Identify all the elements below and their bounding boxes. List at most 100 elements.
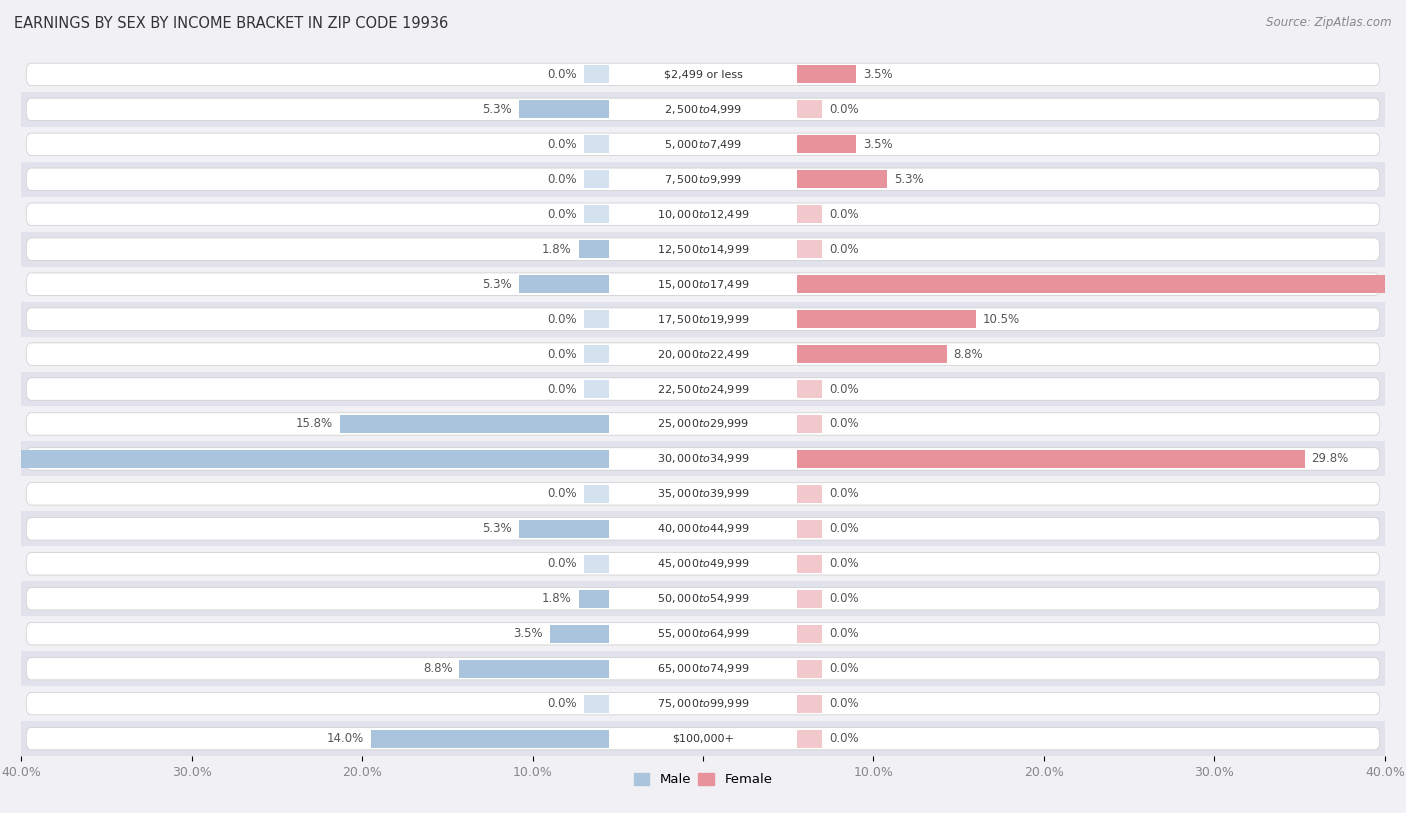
- Text: 0.0%: 0.0%: [547, 488, 576, 500]
- Text: $20,000 to $22,499: $20,000 to $22,499: [657, 348, 749, 360]
- Bar: [21, 511, 1385, 546]
- Text: 3.5%: 3.5%: [863, 68, 893, 80]
- Text: 0.0%: 0.0%: [830, 698, 859, 710]
- Text: 0.0%: 0.0%: [547, 383, 576, 395]
- Bar: [583, 65, 609, 84]
- Text: 0.0%: 0.0%: [547, 173, 576, 185]
- FancyBboxPatch shape: [27, 273, 1379, 295]
- Text: 0.0%: 0.0%: [830, 418, 859, 430]
- Bar: [21, 441, 1385, 476]
- Text: 0.0%: 0.0%: [547, 558, 576, 570]
- Bar: [583, 485, 609, 503]
- Bar: [21, 686, 1385, 721]
- Bar: [797, 240, 823, 259]
- Text: 0.0%: 0.0%: [547, 208, 576, 220]
- Bar: [797, 554, 823, 573]
- Text: $65,000 to $74,999: $65,000 to $74,999: [657, 663, 749, 675]
- FancyBboxPatch shape: [27, 203, 1379, 225]
- Text: EARNINGS BY SEX BY INCOME BRACKET IN ZIP CODE 19936: EARNINGS BY SEX BY INCOME BRACKET IN ZIP…: [14, 16, 449, 31]
- FancyBboxPatch shape: [27, 693, 1379, 715]
- Text: 3.5%: 3.5%: [513, 628, 543, 640]
- Bar: [21, 721, 1385, 756]
- Bar: [21, 127, 1385, 162]
- Text: $25,000 to $29,999: $25,000 to $29,999: [657, 418, 749, 430]
- Text: Source: ZipAtlas.com: Source: ZipAtlas.com: [1267, 16, 1392, 29]
- Bar: [797, 659, 823, 678]
- Text: $30,000 to $34,999: $30,000 to $34,999: [657, 453, 749, 465]
- Bar: [583, 170, 609, 189]
- Bar: [797, 450, 1305, 468]
- Text: 0.0%: 0.0%: [830, 383, 859, 395]
- Bar: [21, 372, 1385, 406]
- Bar: [0, 450, 609, 468]
- Text: 29.8%: 29.8%: [1312, 453, 1348, 465]
- Bar: [21, 546, 1385, 581]
- FancyBboxPatch shape: [27, 483, 1379, 505]
- Bar: [21, 406, 1385, 441]
- Bar: [583, 554, 609, 573]
- Bar: [583, 135, 609, 154]
- FancyBboxPatch shape: [27, 98, 1379, 120]
- Text: $2,500 to $4,999: $2,500 to $4,999: [664, 103, 742, 115]
- Text: 0.0%: 0.0%: [547, 138, 576, 150]
- Text: 10.5%: 10.5%: [983, 313, 1019, 325]
- Bar: [21, 162, 1385, 197]
- Text: $50,000 to $54,999: $50,000 to $54,999: [657, 593, 749, 605]
- Text: $7,500 to $9,999: $7,500 to $9,999: [664, 173, 742, 185]
- Bar: [519, 100, 609, 119]
- Text: $10,000 to $12,499: $10,000 to $12,499: [657, 208, 749, 220]
- Bar: [519, 275, 609, 293]
- Text: 0.0%: 0.0%: [830, 628, 859, 640]
- FancyBboxPatch shape: [27, 658, 1379, 680]
- Text: 5.3%: 5.3%: [482, 103, 512, 115]
- Text: 5.3%: 5.3%: [894, 173, 924, 185]
- Text: 1.8%: 1.8%: [541, 243, 572, 255]
- Bar: [583, 345, 609, 363]
- Bar: [583, 310, 609, 328]
- Bar: [797, 485, 823, 503]
- Bar: [578, 240, 609, 259]
- Bar: [21, 616, 1385, 651]
- Bar: [797, 729, 823, 748]
- Bar: [340, 415, 609, 433]
- FancyBboxPatch shape: [27, 518, 1379, 540]
- Bar: [797, 624, 823, 643]
- Bar: [797, 65, 856, 84]
- Text: $2,499 or less: $2,499 or less: [664, 69, 742, 80]
- FancyBboxPatch shape: [27, 168, 1379, 190]
- Legend: Male, Female: Male, Female: [628, 767, 778, 791]
- Bar: [21, 232, 1385, 267]
- Bar: [797, 380, 823, 398]
- Bar: [460, 659, 609, 678]
- Text: $15,000 to $17,499: $15,000 to $17,499: [657, 278, 749, 290]
- FancyBboxPatch shape: [27, 588, 1379, 610]
- Bar: [21, 337, 1385, 372]
- Bar: [583, 205, 609, 224]
- Text: $12,500 to $14,999: $12,500 to $14,999: [657, 243, 749, 255]
- Bar: [21, 267, 1385, 302]
- Bar: [797, 205, 823, 224]
- Bar: [797, 170, 887, 189]
- Bar: [21, 476, 1385, 511]
- Text: $45,000 to $49,999: $45,000 to $49,999: [657, 558, 749, 570]
- Bar: [578, 589, 609, 608]
- Text: 0.0%: 0.0%: [830, 523, 859, 535]
- Text: 3.5%: 3.5%: [863, 138, 893, 150]
- Text: 0.0%: 0.0%: [547, 698, 576, 710]
- Bar: [797, 589, 823, 608]
- FancyBboxPatch shape: [27, 448, 1379, 470]
- Bar: [797, 275, 1406, 293]
- Text: 0.0%: 0.0%: [830, 208, 859, 220]
- Text: 5.3%: 5.3%: [482, 523, 512, 535]
- Text: 0.0%: 0.0%: [830, 733, 859, 745]
- Text: 0.0%: 0.0%: [830, 488, 859, 500]
- FancyBboxPatch shape: [27, 308, 1379, 330]
- Text: 0.0%: 0.0%: [830, 243, 859, 255]
- FancyBboxPatch shape: [27, 343, 1379, 365]
- Text: 8.8%: 8.8%: [953, 348, 983, 360]
- Bar: [21, 57, 1385, 92]
- FancyBboxPatch shape: [27, 238, 1379, 260]
- Text: $75,000 to $99,999: $75,000 to $99,999: [657, 698, 749, 710]
- Bar: [519, 520, 609, 538]
- Text: $5,000 to $7,499: $5,000 to $7,499: [664, 138, 742, 150]
